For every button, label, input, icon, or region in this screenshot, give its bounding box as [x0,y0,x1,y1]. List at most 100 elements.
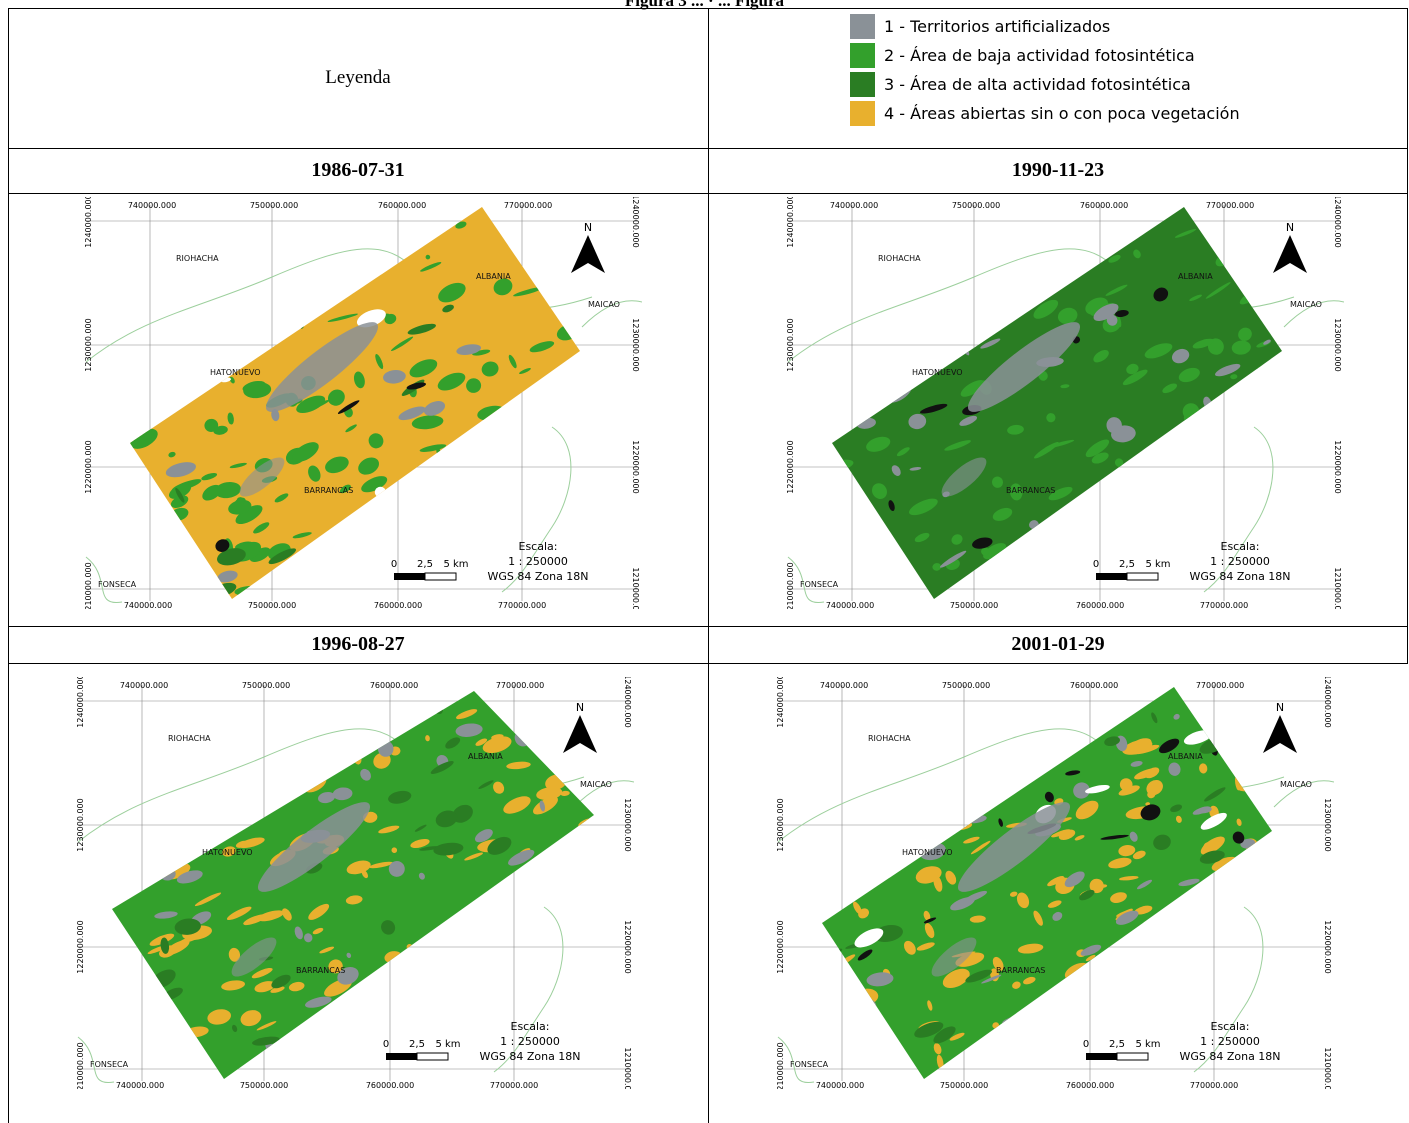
y-tick-label-right: 1210000.0 [1323,1047,1332,1089]
place-label: RIOHACHA [168,734,211,743]
table-rule [708,8,709,1123]
y-tick-label-left: 1240000.000 [76,677,85,728]
map-panel-1996: 740000.000 740000.000 750000.000 750000.000… [74,677,634,1089]
scale-ratio: 1 : 250000 [500,1035,560,1048]
map-svg: 740000.000 740000.000 750000.000 750000.000… [76,677,634,1089]
place-label: MAICAO [1290,300,1322,309]
y-tick-label-right: 1220000.000 [631,440,640,493]
y-tick-label-right: 1240000.000 [1323,677,1332,728]
legend-swatch [850,101,875,126]
legend-item-label: 1 - Territorios artificializados [884,17,1111,36]
place-label: ALBANIA [468,752,503,761]
legend-title: Leyenda [325,67,391,88]
north-arrow-label: N [1286,221,1294,234]
place-label: RIOHACHA [868,734,911,743]
crs-label: WGS 84 Zona 18N [487,570,588,583]
x-tick-label-top: 760000.000 [370,681,418,690]
x-tick-label-top: 760000.000 [1070,681,1118,690]
scale-title: Escala: [511,1020,550,1033]
x-tick-label-bottom: 750000.000 [248,601,296,609]
y-tick-label-left: 1210000.000 [776,1042,785,1089]
scalebar-label: 5 km [443,559,468,570]
y-tick-label-right: 1230000.000 [1323,798,1332,851]
date-cell: 1986-07-31 [8,148,708,193]
y-tick-label-left: 1220000.000 [776,920,785,973]
y-tick-label-left: 1230000.000 [776,798,785,851]
y-tick-label-right: 1240000.000 [1333,197,1342,248]
legend-swatch [850,14,875,39]
place-label: MAICAO [1280,780,1312,789]
scalebar-label: 0 [391,559,397,570]
place-label: ALBANIA [1178,272,1213,281]
legend-item-label: 2 - Área de baja actividad fotosintética [884,46,1195,65]
x-tick-label-bottom: 770000.000 [498,601,546,609]
x-tick-label-top: 770000.000 [504,201,552,210]
y-tick-label-right: 1230000.000 [631,318,640,371]
legend-swatch [850,72,875,97]
x-tick-label-bottom: 740000.000 [826,601,874,609]
date-cell: 1996-08-27 [8,626,708,663]
north-arrow-label: N [584,221,592,234]
crs-label: WGS 84 Zona 18N [1179,1050,1280,1063]
y-tick-label-left: 1210000.000 [84,562,93,609]
north-arrow-label: N [576,701,584,714]
place-label: FONSECA [90,1060,129,1069]
y-tick-label-left: 1230000.000 [84,318,93,371]
map-svg: 740000.000 740000.000 750000.000 750000.000… [776,677,1334,1089]
x-tick-label-top: 750000.000 [942,681,990,690]
scalebar-label: 2,5 [1119,559,1135,570]
place-label: FONSECA [800,580,839,589]
y-tick-label-right: 1210000.0 [1333,567,1342,609]
y-tick-label-right: 1230000.000 [623,798,632,851]
scale-ratio: 1 : 250000 [1200,1035,1260,1048]
y-tick-label-left: 1220000.000 [786,440,795,493]
map-date: 2001-01-29 [1011,633,1105,655]
y-tick-label-right: 1210000.0 [631,567,640,609]
date-cell: 2001-01-29 [708,626,1408,663]
legend-item-label: 4 - Áreas abiertas sin o con poca vegeta… [884,104,1240,123]
y-tick-label-left: 1230000.000 [76,798,85,851]
x-tick-label-bottom: 760000.000 [374,601,422,609]
scalebar-label: 5 km [1145,559,1170,570]
date-cell: 1990-11-23 [708,148,1408,193]
y-tick-label-right: 1210000.0 [623,1047,632,1089]
scale-title: Escala: [519,540,558,553]
map-date: 1996-08-27 [311,633,405,655]
x-tick-label-bottom: 740000.000 [116,1081,164,1089]
y-tick-label-left: 1230000.000 [786,318,795,371]
y-tick-label-right: 1240000.000 [623,677,632,728]
scalebar-label: 2,5 [1109,1039,1125,1050]
place-label: MAICAO [588,300,620,309]
y-tick-label-left: 1240000.000 [786,197,795,248]
place-label: HATONUEVO [902,848,953,857]
y-tick-label-right: 1220000.000 [623,920,632,973]
scalebar-label: 5 km [435,1039,460,1050]
y-tick-label-left: 1210000.000 [76,1042,85,1089]
map-svg: 740000.000 740000.000 750000.000 750000.000… [84,197,642,609]
scale-title: Escala: [1221,540,1260,553]
y-tick-label-left: 1220000.000 [76,920,85,973]
place-label: HATONUEVO [210,368,261,377]
x-tick-label-top: 770000.000 [1206,201,1254,210]
table-rule [1407,8,1408,663]
map-svg: 740000.000 740000.000 750000.000 750000.000… [786,197,1344,609]
map-date: 1990-11-23 [1011,159,1105,181]
scalebar-label: 0 [1093,559,1099,570]
x-tick-label-bottom: 750000.000 [950,601,998,609]
map-panel-1990: 740000.000 740000.000 750000.000 750000.000… [784,197,1344,609]
table-rule [8,8,9,1123]
scale-title: Escala: [1211,1020,1250,1033]
y-tick-label-left: 1240000.000 [776,677,785,728]
legend-item: 4 - Áreas abiertas sin o con poca vegeta… [850,99,1240,128]
legend-list: 1 - Territorios artificializados 2 - Áre… [850,12,1240,128]
x-tick-label-bottom: 760000.000 [1076,601,1124,609]
crs-label: WGS 84 Zona 18N [479,1050,580,1063]
map-date: 1986-07-31 [311,159,405,181]
x-tick-label-bottom: 770000.000 [490,1081,538,1089]
y-tick-label-right: 1220000.000 [1333,440,1342,493]
x-tick-label-top: 740000.000 [830,201,878,210]
place-label: BARRANCAS [1006,486,1055,495]
figure-caption: Figura 3 ... · ... Figura [624,0,785,10]
legend-item: 1 - Territorios artificializados [850,12,1240,41]
y-tick-label-right: 1240000.000 [631,197,640,248]
